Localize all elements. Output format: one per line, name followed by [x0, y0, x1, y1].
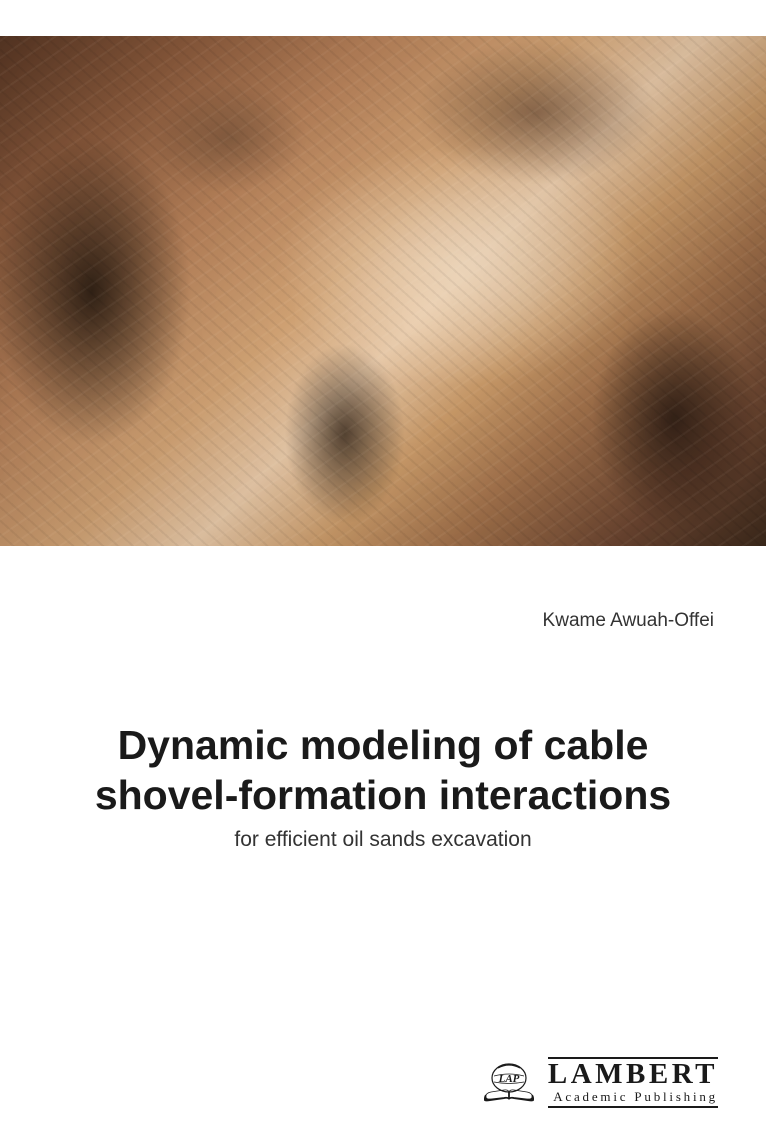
logo-abbrev-text: LAP — [498, 1073, 520, 1085]
cover-photograph — [0, 36, 766, 546]
author-name: Kwame Awuah-Offei — [543, 610, 714, 632]
book-cover: Kwame Awuah-Offei Dynamic modeling of ca… — [0, 0, 766, 1148]
publisher-tagline: Academic Publishing — [548, 1089, 718, 1105]
publisher-block: LAP LAMBERT Academic Publishing — [480, 1057, 718, 1108]
publisher-text-block: LAMBERT Academic Publishing — [548, 1057, 718, 1108]
publisher-logo-icon: LAP — [480, 1058, 538, 1108]
publisher-name: LAMBERT — [548, 1060, 718, 1089]
book-title: Dynamic modeling of cable shovel-formati… — [0, 720, 766, 820]
top-margin — [0, 0, 766, 36]
book-subtitle: for efficient oil sands excavation — [0, 828, 766, 852]
